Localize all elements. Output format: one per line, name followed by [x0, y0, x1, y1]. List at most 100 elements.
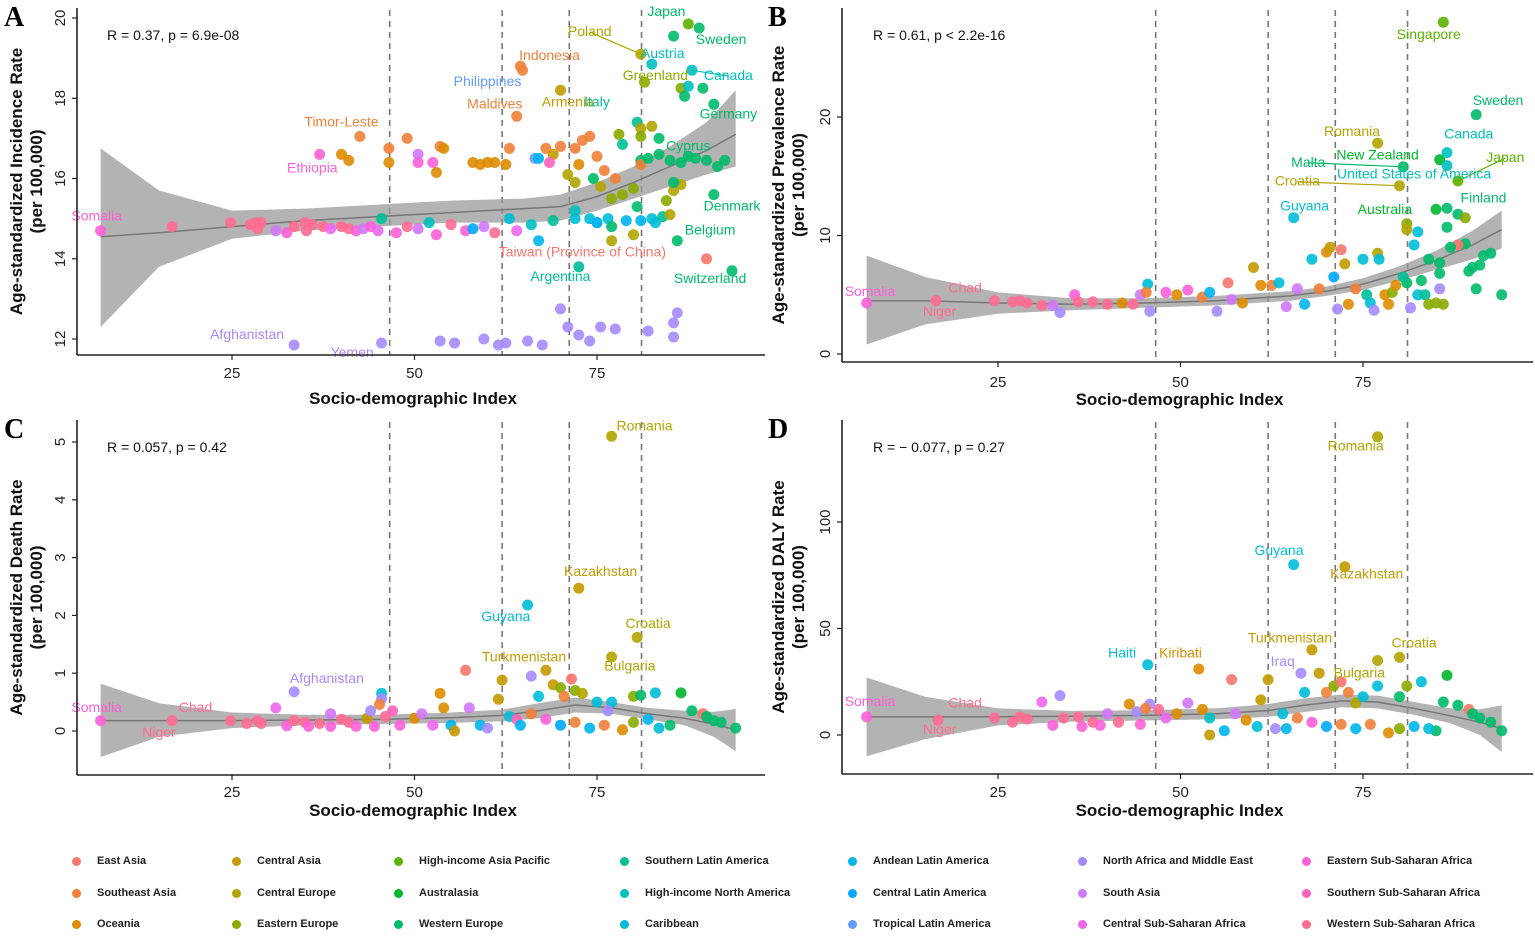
legend-dot-icon — [1078, 888, 1087, 898]
data-point — [660, 195, 672, 207]
data-point — [225, 715, 236, 727]
data-point — [1193, 663, 1205, 675]
data-point — [438, 142, 450, 154]
data-point — [606, 696, 618, 708]
legend-item: Central Asia — [232, 855, 321, 867]
country-label: Cyprus — [666, 137, 710, 153]
legend-dot-icon — [232, 856, 241, 866]
data-point — [449, 337, 461, 349]
data-point — [412, 148, 424, 160]
data-point — [1470, 283, 1482, 295]
data-point — [1339, 561, 1351, 573]
data-point — [1123, 698, 1135, 710]
data-point — [544, 157, 555, 168]
label-leader — [1457, 157, 1506, 182]
data-point — [511, 225, 523, 237]
data-point — [1299, 298, 1311, 310]
data-point — [1335, 244, 1347, 256]
data-point — [620, 215, 632, 227]
data-point — [1144, 305, 1156, 317]
data-point — [376, 337, 388, 349]
data-point — [522, 335, 534, 347]
data-point — [336, 148, 347, 160]
correlation-stat: R = 0.61, p < 2.2e-16 — [873, 27, 1006, 43]
country-label: Philippines — [454, 73, 522, 89]
x-axis-title: Socio-demographic Index — [1076, 801, 1284, 820]
data-point — [1313, 667, 1325, 679]
legend-dot-icon — [1078, 919, 1087, 929]
data-point — [1094, 719, 1106, 731]
data-point — [1415, 275, 1427, 286]
data-point — [1335, 676, 1347, 688]
legend-label: High-income North America — [645, 887, 791, 899]
data-point — [1102, 708, 1113, 720]
data-point — [1423, 723, 1435, 735]
y-tick-label: 20 — [817, 109, 834, 126]
data-point — [1397, 271, 1409, 283]
data-point — [1072, 296, 1084, 308]
x-tick-label: 50 — [1172, 374, 1189, 391]
data-point — [1269, 723, 1281, 735]
legend-item: East Asia — [72, 855, 146, 867]
country-label: Afghanistan — [210, 326, 284, 342]
data-point — [1434, 267, 1446, 279]
data-point — [1441, 221, 1453, 233]
x-tick-label: 25 — [224, 784, 241, 801]
data-point — [1058, 712, 1070, 724]
legend-label: North Africa and Middle East — [1103, 855, 1253, 867]
legend-dot-icon — [1302, 888, 1311, 898]
data-point — [679, 90, 691, 102]
y-tick-label: 18 — [52, 90, 69, 107]
data-point — [639, 76, 650, 88]
country-label: Italy — [584, 93, 610, 109]
data-point — [642, 152, 654, 164]
data-point — [1452, 175, 1464, 187]
data-point — [1021, 713, 1033, 725]
x-tick-label: 25 — [990, 374, 1007, 391]
data-point — [609, 323, 621, 335]
x-axis-title: Socio-demographic Index — [309, 389, 517, 408]
label-leader — [1297, 181, 1400, 187]
country-label: Croatia — [626, 615, 671, 631]
data-point — [646, 58, 658, 70]
data-point — [1251, 721, 1263, 732]
legend-item: Eastern Europe — [232, 918, 338, 930]
data-point — [1342, 298, 1354, 310]
data-point — [1372, 655, 1384, 666]
data-point — [649, 687, 661, 699]
data-point — [314, 148, 326, 160]
country-label: Poland — [568, 23, 612, 39]
x-tick-label: 50 — [406, 784, 423, 801]
legend-item: Central Europe — [232, 887, 336, 899]
data-point — [598, 165, 610, 176]
panel-D: D Somalia Chad Niger Haiti Kiribati Guyana Iraq… — [768, 414, 1533, 820]
data-point — [343, 154, 355, 166]
data-point — [1339, 258, 1351, 270]
data-point — [1153, 703, 1165, 715]
legend-item: Eastern Sub-Saharan Africa — [1302, 855, 1472, 867]
data-point — [617, 138, 628, 150]
data-point — [573, 582, 585, 594]
country-label: Somalia — [845, 693, 896, 709]
data-point — [314, 718, 326, 729]
data-point — [573, 329, 585, 341]
data-point — [606, 193, 618, 205]
data-point — [288, 339, 300, 351]
panel-letter: B — [768, 2, 787, 33]
country-label: Somalia — [71, 208, 122, 224]
data-point — [1434, 257, 1446, 269]
country-label: Canada — [1444, 125, 1493, 141]
country-label: Yemen — [331, 344, 374, 360]
data-point — [1459, 212, 1471, 224]
data-point — [569, 205, 581, 217]
data-point — [566, 673, 577, 685]
y-tick-label: 14 — [52, 250, 69, 267]
legend-dot-icon — [1302, 919, 1311, 929]
legend-dot-icon — [394, 888, 403, 898]
country-label: Japan — [1486, 149, 1524, 165]
smooth-line — [866, 700, 1502, 730]
legend-label: Western Sub-Saharan Africa — [1327, 918, 1475, 930]
data-point — [682, 18, 694, 30]
data-point — [325, 223, 337, 235]
legend-dot-icon — [394, 856, 403, 866]
